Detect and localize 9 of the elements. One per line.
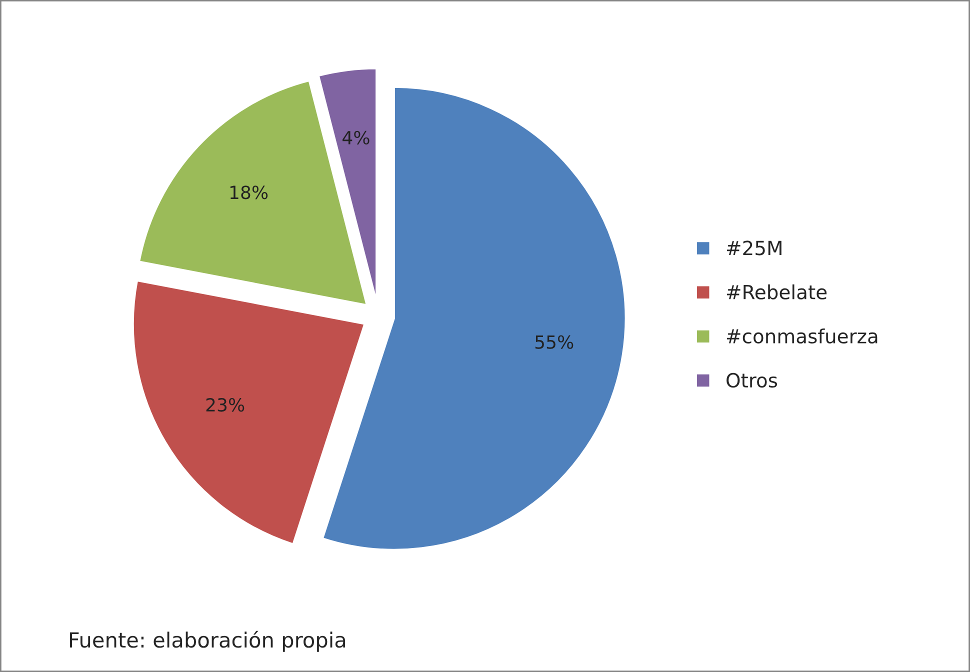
- legend-label: #conmasfuerza: [726, 328, 878, 344]
- legend-label: #Rebelate: [726, 284, 827, 300]
- data-label: 4%: [342, 130, 370, 144]
- data-label: 55%: [535, 335, 574, 349]
- legend-label: #25M: [726, 240, 782, 256]
- source-note: Fuente: elaboración propia: [70, 630, 346, 652]
- legend-label: Otros: [726, 372, 778, 388]
- data-label: 23%: [206, 398, 244, 412]
- data-label: 18%: [230, 186, 268, 200]
